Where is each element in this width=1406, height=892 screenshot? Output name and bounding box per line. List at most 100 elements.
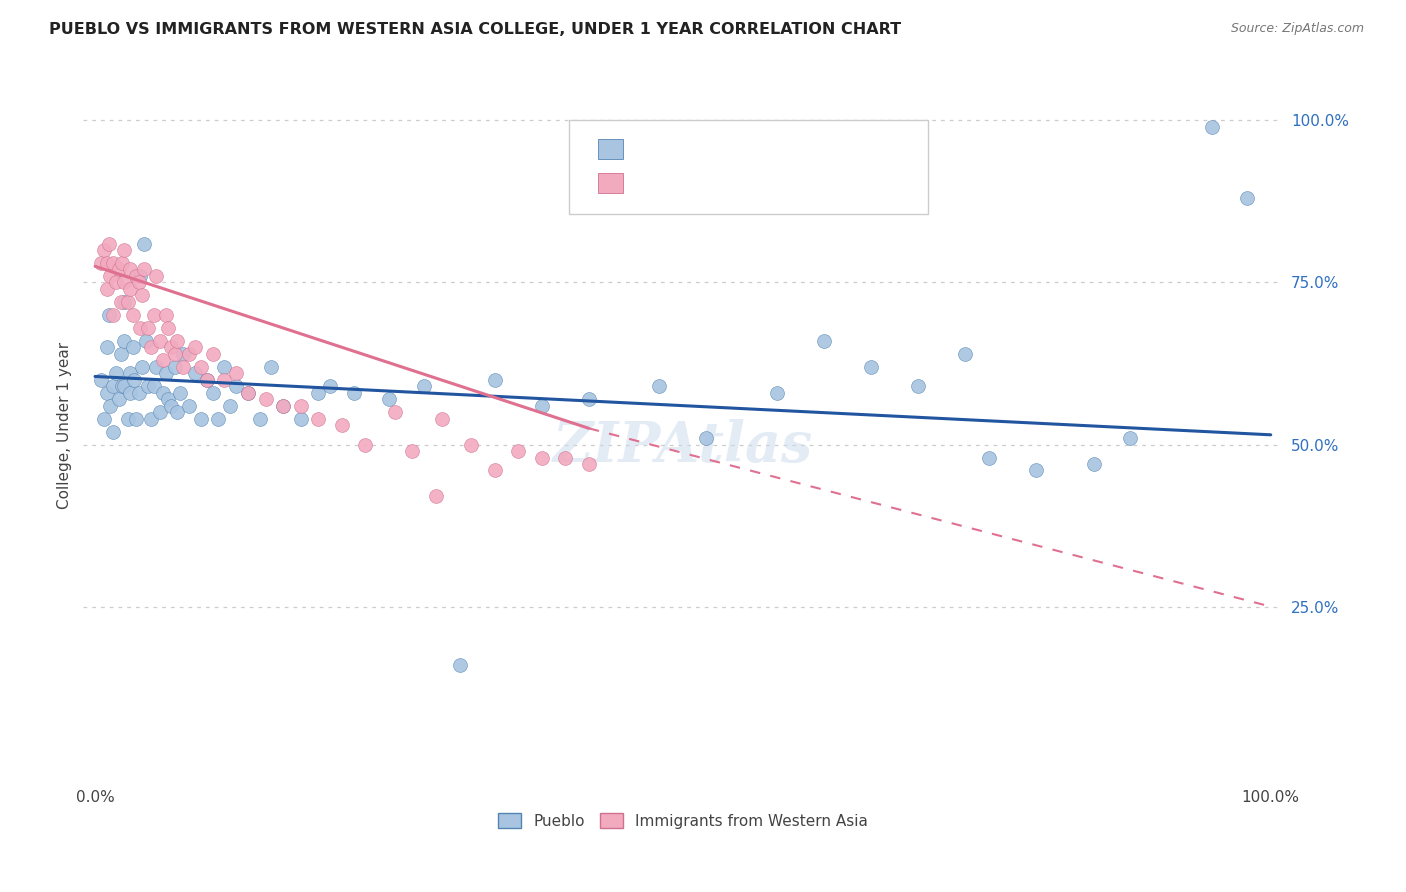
Point	[554, 450, 576, 465]
Point	[96, 282, 118, 296]
Point	[90, 256, 112, 270]
Point	[225, 379, 247, 393]
Point	[120, 366, 142, 380]
Point	[145, 359, 167, 374]
Point	[90, 373, 112, 387]
Point	[114, 379, 136, 393]
Point	[184, 366, 207, 380]
Point	[813, 334, 835, 348]
Point	[1236, 191, 1258, 205]
Point	[859, 359, 882, 374]
Point	[155, 308, 177, 322]
Point	[166, 405, 188, 419]
Point	[460, 437, 482, 451]
Point	[152, 353, 174, 368]
Point	[131, 288, 153, 302]
Point	[648, 379, 671, 393]
Point	[142, 379, 165, 393]
Point	[578, 457, 600, 471]
Point	[128, 321, 150, 335]
Point	[117, 294, 139, 309]
Point	[1083, 457, 1105, 471]
Point	[111, 256, 134, 270]
Text: -0.361: -0.361	[671, 176, 725, 190]
Point	[307, 385, 329, 400]
Point	[260, 359, 283, 374]
Point	[319, 379, 342, 393]
Point	[484, 463, 506, 477]
Point	[101, 379, 124, 393]
Point	[201, 385, 224, 400]
Y-axis label: College, Under 1 year: College, Under 1 year	[58, 342, 72, 508]
Point	[131, 359, 153, 374]
Point	[163, 347, 186, 361]
Text: PUEBLO VS IMMIGRANTS FROM WESTERN ASIA COLLEGE, UNDER 1 YEAR CORRELATION CHART: PUEBLO VS IMMIGRANTS FROM WESTERN ASIA C…	[49, 22, 901, 37]
Point	[110, 294, 132, 309]
Point	[1118, 431, 1140, 445]
Point	[128, 385, 150, 400]
Text: -0.108: -0.108	[671, 142, 725, 156]
Point	[214, 373, 236, 387]
Point	[953, 347, 976, 361]
Point	[307, 411, 329, 425]
Point	[271, 399, 294, 413]
Point	[98, 268, 121, 283]
Point	[149, 334, 172, 348]
Point	[530, 399, 553, 413]
Point	[141, 411, 163, 425]
Point	[120, 262, 142, 277]
Point	[1201, 120, 1223, 134]
Point	[290, 399, 312, 413]
Point	[766, 385, 789, 400]
Point	[142, 308, 165, 322]
Point	[166, 334, 188, 348]
Point	[96, 256, 118, 270]
Point	[160, 399, 183, 413]
Point	[128, 268, 150, 283]
Point	[207, 411, 229, 425]
Point	[121, 308, 143, 322]
Point	[271, 399, 294, 413]
Point	[117, 411, 139, 425]
Point	[384, 405, 406, 419]
Point	[101, 256, 124, 270]
Point	[530, 450, 553, 465]
Point	[508, 444, 530, 458]
Point	[907, 379, 929, 393]
Point	[122, 373, 145, 387]
Point	[169, 385, 191, 400]
Point	[195, 373, 218, 387]
Point	[107, 262, 129, 277]
Point	[177, 399, 200, 413]
Point	[254, 392, 277, 406]
Point	[121, 340, 143, 354]
Point	[401, 444, 423, 458]
Point	[101, 425, 124, 439]
Point	[290, 411, 312, 425]
Point	[93, 411, 115, 425]
Point	[201, 347, 224, 361]
Point	[177, 347, 200, 361]
Point	[172, 359, 194, 374]
Text: N =: N =	[749, 176, 782, 190]
Point	[105, 366, 128, 380]
Point	[98, 399, 121, 413]
Point	[484, 373, 506, 387]
Point	[155, 366, 177, 380]
Point	[114, 294, 136, 309]
Point	[354, 437, 377, 451]
Point	[330, 418, 353, 433]
Point	[134, 262, 156, 277]
Point	[413, 379, 436, 393]
Point	[449, 657, 471, 672]
Point	[225, 366, 247, 380]
Point	[977, 450, 1000, 465]
Text: Source: ZipAtlas.com: Source: ZipAtlas.com	[1230, 22, 1364, 36]
Point	[160, 340, 183, 354]
Point	[136, 321, 159, 335]
Point	[152, 385, 174, 400]
Point	[156, 321, 179, 335]
Point	[236, 385, 259, 400]
Point	[111, 379, 134, 393]
Point	[114, 276, 136, 290]
